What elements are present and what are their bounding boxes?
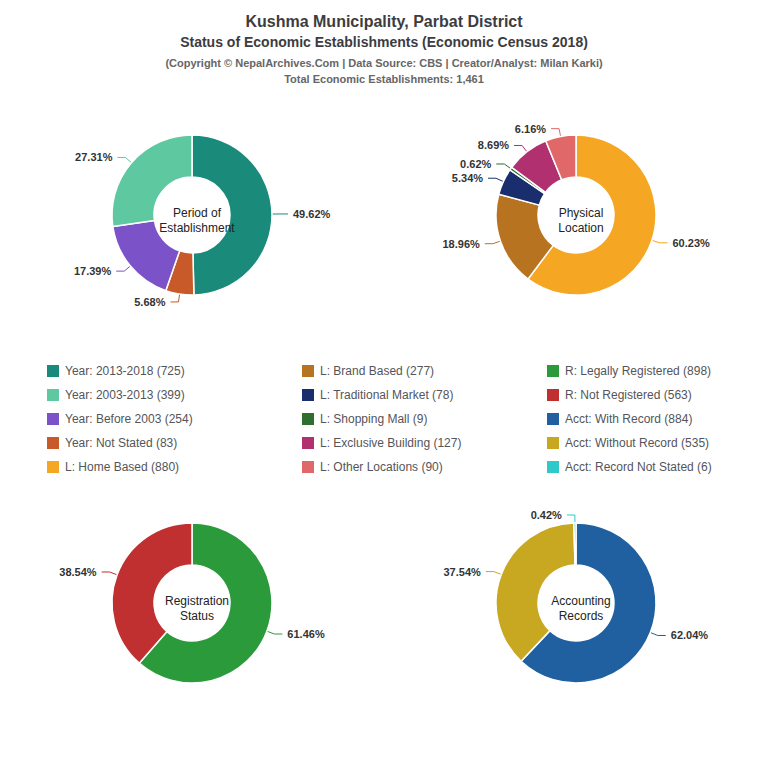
svg-text:27.31%: 27.31% bbox=[75, 151, 113, 163]
svg-text:5.34%: 5.34% bbox=[452, 172, 483, 184]
svg-text:6.16%: 6.16% bbox=[515, 123, 546, 135]
svg-text:60.23%: 60.23% bbox=[672, 237, 710, 249]
svg-text:L: Home Based (880): L: Home Based (880) bbox=[65, 460, 179, 474]
svg-text:L: Exclusive Building (127): L: Exclusive Building (127) bbox=[320, 436, 461, 450]
svg-text:Acct: Without Record (535): Acct: Without Record (535) bbox=[565, 436, 709, 450]
svg-text:61.46%: 61.46% bbox=[287, 628, 325, 640]
svg-text:38.54%: 38.54% bbox=[59, 566, 97, 578]
svg-text:Status: Status bbox=[180, 609, 214, 623]
svg-text:(Copyright © NepalArchives.Com: (Copyright © NepalArchives.Com | Data So… bbox=[165, 57, 603, 69]
svg-text:0.42%: 0.42% bbox=[531, 509, 562, 521]
svg-text:Establishment: Establishment bbox=[159, 221, 235, 235]
svg-text:Accounting: Accounting bbox=[551, 594, 610, 608]
svg-text:L: Shopping Mall (9): L: Shopping Mall (9) bbox=[320, 412, 427, 426]
svg-text:62.04%: 62.04% bbox=[671, 629, 709, 641]
svg-text:R: Legally Registered (898): R: Legally Registered (898) bbox=[565, 364, 711, 378]
svg-text:18.96%: 18.96% bbox=[443, 238, 481, 250]
svg-text:8.69%: 8.69% bbox=[478, 139, 509, 151]
svg-text:49.62%: 49.62% bbox=[293, 208, 331, 220]
svg-text:Total Economic Establishments:: Total Economic Establishments: 1,461 bbox=[284, 73, 484, 85]
svg-text:Year: 2013-2018 (725): Year: 2013-2018 (725) bbox=[65, 364, 185, 378]
svg-text:5.68%: 5.68% bbox=[134, 296, 165, 308]
svg-text:Kushma Municipality, Parbat Di: Kushma Municipality, Parbat District bbox=[245, 13, 523, 30]
svg-text:L: Traditional Market (78): L: Traditional Market (78) bbox=[320, 388, 453, 402]
svg-text:Records: Records bbox=[559, 609, 604, 623]
svg-text:Year: Not Stated (83): Year: Not Stated (83) bbox=[65, 436, 177, 450]
svg-text:Registration: Registration bbox=[165, 594, 229, 608]
svg-text:Acct: With Record (884): Acct: With Record (884) bbox=[565, 412, 692, 426]
svg-text:Location: Location bbox=[558, 221, 603, 235]
svg-text:Period of: Period of bbox=[173, 206, 222, 220]
svg-text:R: Not Registered (563): R: Not Registered (563) bbox=[565, 388, 692, 402]
svg-text:Year: Before 2003 (254): Year: Before 2003 (254) bbox=[65, 412, 193, 426]
svg-text:L: Other Locations (90): L: Other Locations (90) bbox=[320, 460, 443, 474]
svg-text:Status of Economic Establishme: Status of Economic Establishments (Econo… bbox=[180, 34, 588, 50]
svg-text:0.62%: 0.62% bbox=[460, 158, 491, 170]
svg-text:37.54%: 37.54% bbox=[443, 566, 481, 578]
svg-text:Acct: Record Not Stated (6): Acct: Record Not Stated (6) bbox=[565, 460, 712, 474]
svg-text:Physical: Physical bbox=[559, 206, 604, 220]
svg-text:L: Brand Based (277): L: Brand Based (277) bbox=[320, 364, 434, 378]
svg-text:17.39%: 17.39% bbox=[74, 265, 112, 277]
svg-text:Year: 2003-2013 (399): Year: 2003-2013 (399) bbox=[65, 388, 185, 402]
